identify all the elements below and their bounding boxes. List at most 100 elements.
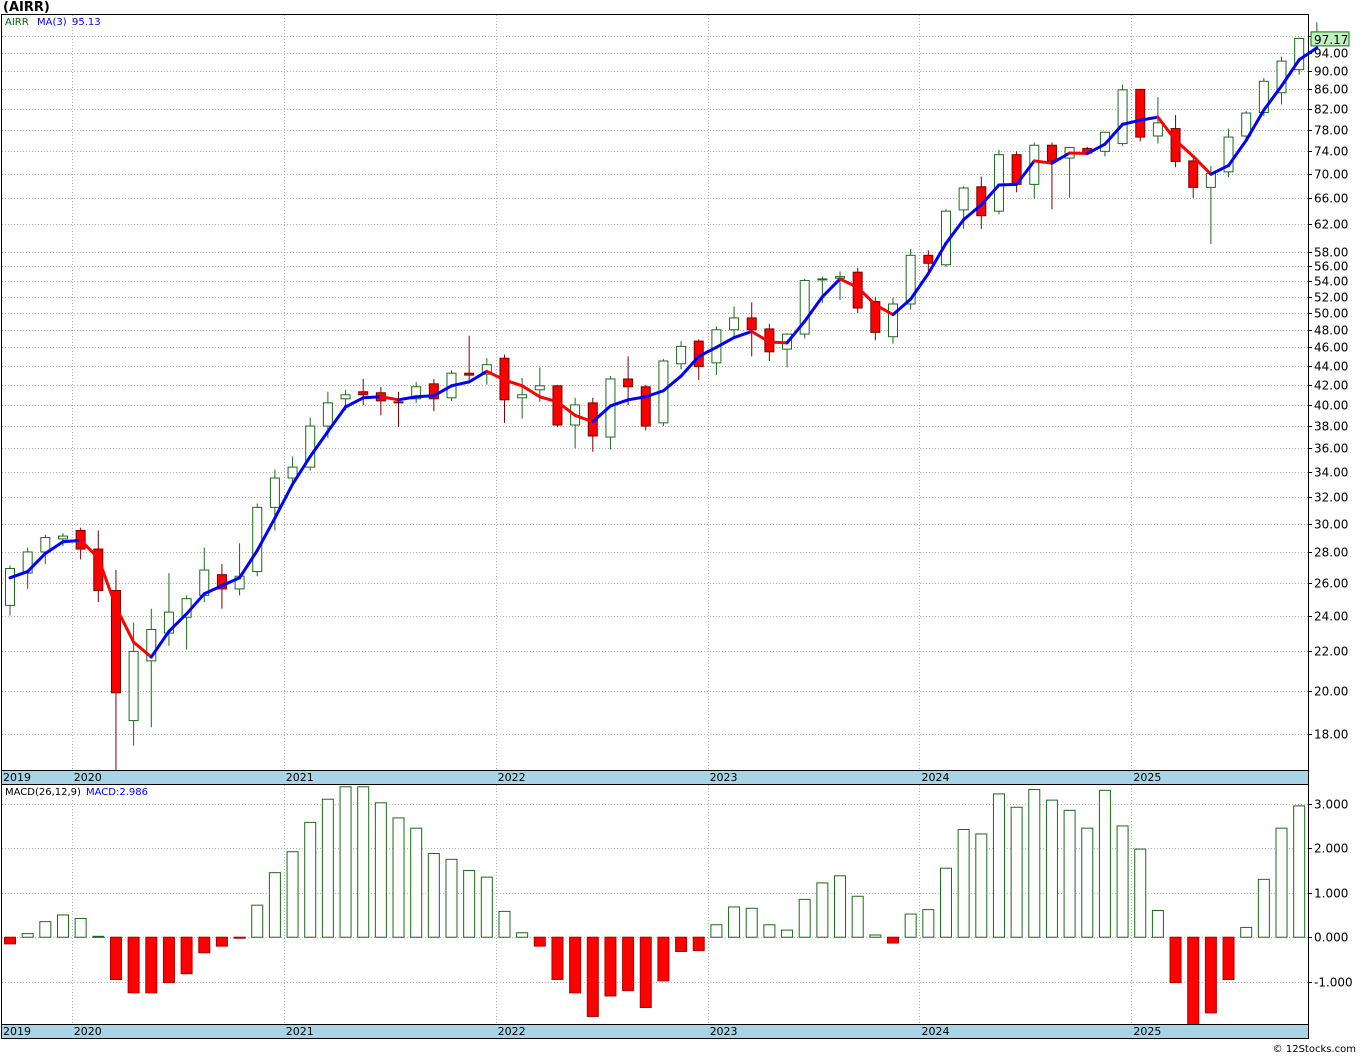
- year-label: 2019: [3, 1025, 31, 1038]
- macd-bar: [763, 924, 776, 938]
- price-tick-label: 20.00: [1314, 685, 1348, 699]
- macd-bar: [604, 936, 617, 997]
- watermark: © 12Stocks.com: [1273, 1044, 1356, 1055]
- ma-segment: [873, 303, 895, 317]
- ma-segment: [1085, 142, 1107, 156]
- macd-bar: [622, 936, 635, 992]
- ma-segment: [43, 540, 65, 555]
- candle-body: [481, 364, 492, 375]
- ma-segment: [397, 395, 418, 402]
- ma-segment: [1174, 138, 1195, 158]
- last-price-tag: 97.17: [1310, 31, 1350, 47]
- candle-body: [817, 278, 828, 281]
- macd-bar: [56, 914, 69, 938]
- ma-segment: [767, 340, 789, 345]
- macd-bar: [869, 934, 882, 938]
- macd-bar: [321, 798, 334, 938]
- candle-body: [905, 254, 916, 305]
- macd-bar: [339, 786, 352, 938]
- ma-segment: [414, 394, 436, 399]
- candle-body: [57, 535, 68, 540]
- year-label: 2024: [921, 771, 949, 784]
- macd-bar: [427, 853, 440, 938]
- ma-segment: [644, 389, 665, 399]
- ma-segment: [220, 576, 242, 588]
- ma-segment: [608, 398, 630, 408]
- year-label: 2023: [710, 1025, 738, 1038]
- macd-tick-label: 0.000: [1314, 931, 1348, 945]
- candle-body: [216, 574, 227, 590]
- ma-segment: [962, 203, 983, 222]
- price-y-axis: 18.00 20.00 22.00 24.00 26.00 28.00 30.00 32.00…: [1308, 30, 1348, 742]
- price-tick-label: 30.00: [1314, 518, 1348, 532]
- macd-bar: [887, 936, 899, 944]
- candle-body: [110, 590, 121, 694]
- macd-bar: [551, 936, 564, 980]
- price-tick-label: 94.00: [1314, 47, 1348, 61]
- ma-segment: [8, 570, 30, 580]
- macd-histogram: [4, 786, 1306, 1026]
- candle-body: [534, 385, 545, 391]
- legend-ma-value: 95.13: [72, 17, 101, 28]
- macd-bar: [710, 924, 723, 938]
- ma-segment: [132, 640, 153, 659]
- candle-body: [252, 506, 263, 573]
- ma-segment: [1068, 151, 1089, 156]
- macd-bar: [268, 872, 281, 938]
- ma-segment: [750, 329, 771, 344]
- macd-bar: [1116, 825, 1129, 938]
- price-tick-label: 38.00: [1314, 420, 1348, 434]
- macd-bar: [1081, 827, 1094, 938]
- ma-segment: [1015, 159, 1036, 186]
- macd-tick-label: -1.000: [1314, 976, 1353, 990]
- ma-segment: [432, 384, 453, 398]
- year-label: 2025: [1133, 1025, 1161, 1038]
- ma-segment: [379, 395, 401, 402]
- ma-segment: [1262, 84, 1284, 112]
- macd-bar: [586, 936, 599, 1017]
- ma-segment: [1032, 159, 1054, 165]
- macd-bar: [21, 933, 34, 938]
- macd-bar: [1275, 827, 1288, 938]
- macd-bar: [215, 936, 228, 947]
- macd-bar: [180, 936, 193, 975]
- macd-bar: [675, 936, 688, 952]
- macd-bar: [569, 936, 582, 994]
- price-tick-label: 18.00: [1314, 728, 1348, 742]
- macd-bar: [1151, 910, 1164, 938]
- year-labels-upper: 2019 2020 2021 2022 2023 2024 2025: [3, 771, 1161, 784]
- price-tick-label: 74.00: [1314, 145, 1348, 159]
- price-tick-label: 56.00: [1314, 260, 1348, 274]
- year-label: 2023: [710, 771, 738, 784]
- ma-segment: [838, 277, 860, 289]
- year-labels-lower: 2019 2020 2021 2022 2023 2024 2025: [3, 1025, 1161, 1038]
- candle-body: [517, 394, 528, 399]
- ma-segment: [926, 241, 948, 276]
- candle-body: [1223, 136, 1234, 173]
- macd-bar: [657, 936, 670, 982]
- macd-bar: [516, 932, 529, 938]
- price-tick-label: 50.00: [1314, 307, 1348, 321]
- macd-bar: [922, 909, 935, 938]
- candle-body: [5, 568, 15, 606]
- macd-tick-label: 1.000: [1314, 887, 1348, 901]
- price-tick-label: 82.00: [1314, 103, 1348, 117]
- year-label: 2020: [74, 1025, 102, 1038]
- candle-body: [1241, 112, 1252, 137]
- ma-segment: [891, 297, 913, 317]
- macd-bar: [904, 913, 917, 938]
- legend-macd-label: MACD(26,12,9): [5, 787, 81, 798]
- price-tick-label: 48.00: [1314, 324, 1348, 338]
- date-strip-upper: [1, 770, 1309, 785]
- ma-segment: [1227, 138, 1248, 167]
- candle-body: [729, 317, 740, 331]
- price-tick-label: 22.00: [1314, 645, 1348, 659]
- price-tick-label: 40.00: [1314, 399, 1348, 413]
- year-label: 2021: [286, 1025, 314, 1038]
- ma-segment: [1209, 163, 1231, 176]
- year-label: 2021: [286, 771, 314, 784]
- macd-bar: [975, 833, 988, 938]
- last-price-label: 97.17: [1314, 33, 1348, 47]
- candle-body: [1046, 144, 1057, 162]
- price-tick-label: 66.00: [1314, 192, 1348, 206]
